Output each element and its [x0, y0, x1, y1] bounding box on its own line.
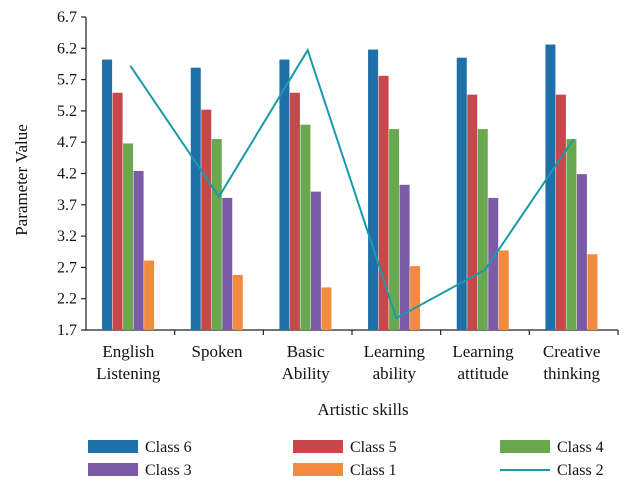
bar-class-4 — [123, 143, 134, 330]
y-tick-labels: 1.7 2.2 2.7 3.2 3.7 4.2 4.7 5.2 5.7 6.2 6.7 — [57, 9, 77, 339]
line-class-2 — [129, 47, 575, 320]
bar-class-3 — [399, 184, 410, 330]
bar-class-6 — [190, 67, 201, 331]
legend-label-class-4: Class 4 — [557, 439, 604, 456]
category-label: Learning ability — [364, 342, 426, 383]
legend-swatch-class-6 — [88, 440, 138, 453]
bar-class-1 — [410, 266, 421, 330]
bar-class-4 — [300, 124, 311, 330]
bar-class-5 — [467, 94, 478, 331]
y-tick-label: 5.7 — [57, 72, 77, 89]
legend-label-class-1: Class 1 — [350, 462, 397, 479]
y-axis-title: Parameter Value — [12, 124, 31, 236]
y-tick-label: 3.7 — [57, 197, 77, 214]
bar-class-1 — [232, 274, 243, 330]
category-label: Learning attitude — [452, 342, 514, 383]
bar-class-3 — [488, 197, 499, 330]
y-tick-label: 2.7 — [57, 259, 77, 276]
bar-class-3 — [222, 197, 233, 330]
bar-class-4 — [389, 129, 400, 330]
x-axis-title: Artistic skills — [317, 400, 408, 419]
y-tick-label: 6.7 — [57, 9, 77, 26]
bar-class-6 — [279, 59, 290, 331]
bar-class-4 — [566, 139, 577, 330]
bar-class-5 — [112, 92, 123, 330]
bar-class-3 — [310, 191, 321, 330]
bar-class-1 — [321, 287, 332, 330]
bar-class-5 — [555, 94, 566, 331]
legend-label-class-2: Class 2 — [557, 462, 604, 479]
y-tick-label: 3.2 — [57, 228, 77, 245]
bar-class-1 — [144, 260, 155, 330]
bar-class-6 — [102, 59, 113, 331]
category-label: Basic Ability — [282, 342, 331, 383]
bar-class-5 — [201, 109, 212, 330]
bar-class-1 — [587, 254, 598, 330]
category-label: Spoken — [192, 342, 244, 361]
line-series-layer — [129, 47, 575, 320]
bar-class-3 — [576, 174, 587, 330]
y-tick-label: 4.2 — [57, 166, 77, 183]
y-tick-label: 5.2 — [57, 103, 77, 120]
bar-class-4 — [211, 139, 222, 330]
legend-swatch-class-5 — [293, 440, 343, 453]
bar-class-6 — [368, 49, 379, 330]
legend-label-class-3: Class 3 — [145, 462, 192, 479]
legend-label-class-5: Class 5 — [350, 439, 397, 456]
bars — [102, 44, 598, 331]
category-label: Creative thinking — [543, 342, 601, 383]
legend-swatch-class-3 — [88, 463, 138, 476]
legend-swatch-class-1 — [293, 463, 343, 476]
category-label: English Listening — [96, 342, 161, 383]
y-tick-label: 2.2 — [57, 291, 77, 308]
legend-label-class-6: Class 6 — [145, 439, 192, 456]
bar-class-1 — [498, 250, 509, 330]
bar-class-4 — [477, 129, 488, 330]
y-tick-label: 6.2 — [57, 40, 77, 57]
legend-swatch-class-4 — [500, 440, 550, 453]
bar-class-3 — [133, 170, 144, 330]
x-category-labels: English Listening Spoken Basic Ability Learni… — [96, 342, 600, 383]
bar-class-6 — [456, 57, 467, 330]
y-tick-label: 1.7 — [57, 322, 77, 339]
bar-class-6 — [545, 44, 556, 330]
bar-class-5 — [378, 75, 389, 331]
bar-class-5 — [289, 92, 300, 330]
legend: Class 6 Class 5 Class 4 Class 3 Class 1 Class… — [88, 439, 604, 479]
axes — [81, 16, 619, 335]
y-tick-label: 4.7 — [57, 134, 77, 151]
